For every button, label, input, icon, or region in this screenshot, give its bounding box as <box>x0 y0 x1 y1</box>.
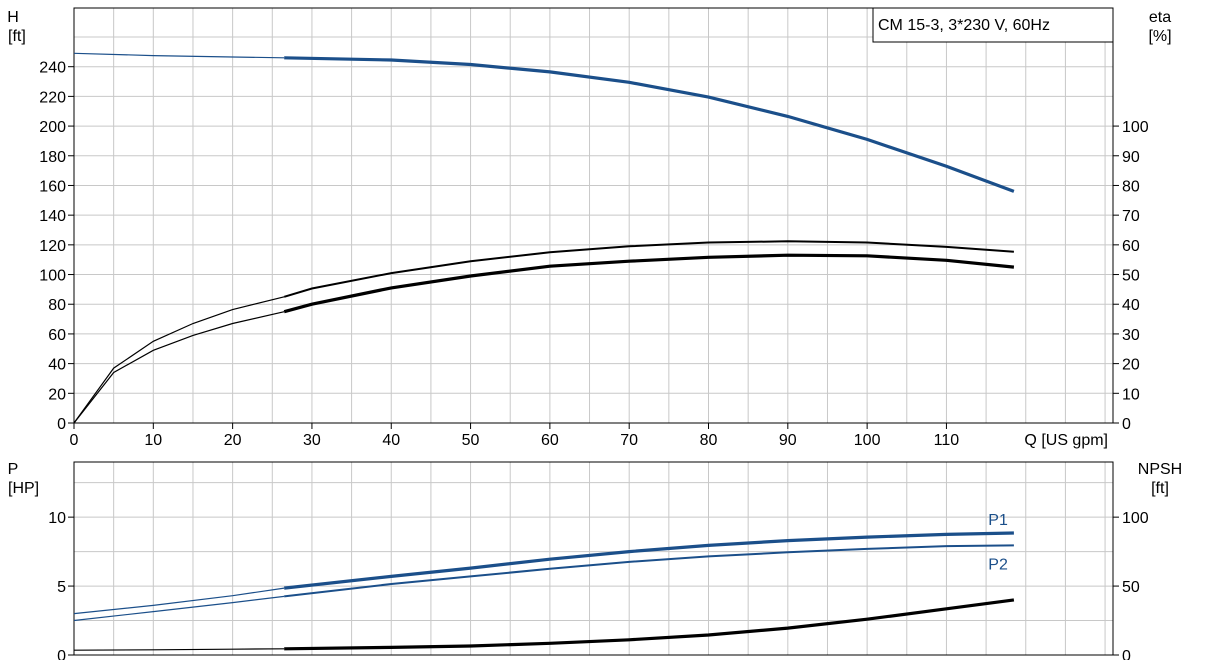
y-left-unit: [HP] <box>8 480 39 497</box>
head_efficiency-panel: 0204060801001201401601802002202400102030… <box>7 7 1172 449</box>
y-left-label: H <box>7 9 19 26</box>
y-left-tick-label: 200 <box>39 119 66 136</box>
y-left-tick-label: 0 <box>57 416 66 433</box>
x-tick-label: 70 <box>620 432 638 449</box>
y-left-tick-label: 60 <box>48 327 66 344</box>
y-left-label: P <box>8 461 19 478</box>
y-right-tick-label: 10 <box>1122 386 1140 403</box>
y-right-unit: [%] <box>1148 28 1171 45</box>
p2-line <box>284 544 1014 598</box>
head_efficiency-series-1-extension-line <box>73 296 285 424</box>
x-tick-label: 100 <box>854 432 881 449</box>
head_efficiency-series-0-extension-line <box>73 52 285 59</box>
power_npsh-series-2-line <box>284 598 1015 651</box>
p1-extension-line <box>73 587 285 615</box>
x-tick-label: 110 <box>934 432 960 449</box>
x-tick-label: 20 <box>224 432 242 449</box>
series-label-p2: P2 <box>988 556 1008 573</box>
y-left-tick-label: 160 <box>39 178 66 195</box>
head_efficiency-series-2-extension-line <box>73 311 285 424</box>
y-right-tick-label: 100 <box>1122 510 1149 527</box>
y-left-tick-label: 240 <box>39 60 66 77</box>
y-right-tick-label: 30 <box>1122 327 1140 344</box>
y-left-tick-label: 40 <box>48 357 66 374</box>
y-left-tick-label: 220 <box>39 89 66 106</box>
x-tick-label: 60 <box>541 432 559 449</box>
head_efficiency-series-1-line <box>283 240 1014 298</box>
y-left-tick-label: 180 <box>39 149 66 166</box>
y-left-tick-label: 20 <box>48 386 66 403</box>
x-tick-label: 80 <box>700 432 718 449</box>
x-tick-label: 0 <box>70 432 79 449</box>
x-tick-label: 30 <box>303 432 321 449</box>
y-right-tick-label: 50 <box>1122 268 1140 285</box>
x-tick-label: 10 <box>144 432 162 449</box>
y-right-tick-label: 60 <box>1122 238 1140 255</box>
y-right-tick-label: 20 <box>1122 357 1140 374</box>
y-right-tick-label: 100 <box>1122 119 1149 136</box>
y-right-tick-label: 70 <box>1122 208 1140 225</box>
y-right-tick-label: 50 <box>1122 579 1140 596</box>
y-left-tick-label: 0 <box>57 648 66 660</box>
y-left-tick-label: 80 <box>48 297 66 314</box>
y-right-tick-label: 90 <box>1122 149 1140 166</box>
p1-line <box>284 531 1014 590</box>
p2-extension-line <box>73 595 285 622</box>
series-label-p1: P1 <box>988 512 1008 529</box>
y-right-label: NPSH <box>1138 461 1182 478</box>
y-left-tick-label: 10 <box>48 510 66 527</box>
x-tick-label: 90 <box>779 432 797 449</box>
y-left-tick-label: 120 <box>39 238 66 255</box>
y-right-unit: [ft] <box>1151 480 1169 497</box>
y-right-tick-label: 80 <box>1122 178 1140 195</box>
y-left-tick-label: 5 <box>57 579 66 596</box>
y-right-tick-label: 0 <box>1122 416 1131 433</box>
head_efficiency-series-2-line <box>283 253 1015 314</box>
y-left-tick-label: 140 <box>39 208 66 225</box>
head_efficiency-series-0-line <box>284 56 1015 193</box>
legend-box <box>872 7 1114 43</box>
x-tick-label: 40 <box>382 432 400 449</box>
chart-title: CM 15-3, 3*230 V, 60Hz <box>878 17 1050 34</box>
y-right-label: eta <box>1149 9 1171 26</box>
y-left-tick-label: 100 <box>39 268 66 285</box>
y-left-unit: [ft] <box>8 28 26 45</box>
power_npsh-series-2-extension-line <box>73 648 285 651</box>
x-axis-label: Q [US gpm] <box>1024 432 1108 449</box>
x-tick-label: 50 <box>462 432 480 449</box>
y-right-tick-label: 40 <box>1122 297 1140 314</box>
y-right-tick-label: 0 <box>1122 648 1131 660</box>
plot-frame <box>73 461 1114 656</box>
